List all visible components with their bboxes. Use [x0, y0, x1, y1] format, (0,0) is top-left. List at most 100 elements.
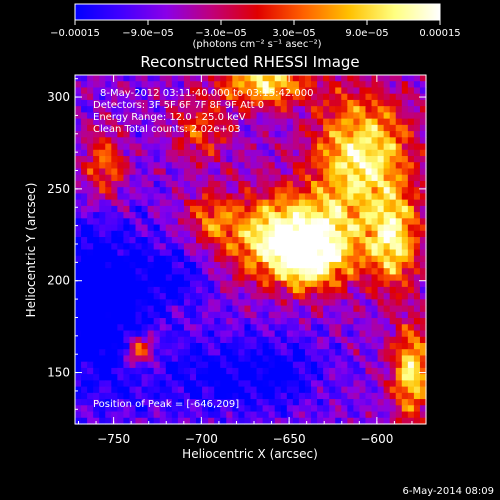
heatmap-cell — [383, 318, 391, 325]
heatmap-cell — [353, 199, 361, 207]
heatmap-cell — [341, 318, 348, 325]
heatmap-cell — [317, 99, 324, 107]
heatmap-cell — [196, 392, 203, 400]
heatmap-cell — [304, 168, 312, 176]
heatmap-cell — [401, 168, 409, 176]
heatmap-cell — [323, 324, 330, 332]
heatmap-cell — [401, 162, 409, 170]
heatmap-cell — [262, 286, 270, 294]
heatmap-cell — [353, 417, 361, 425]
heatmap-cell — [341, 81, 348, 89]
heatmap-cell — [208, 293, 215, 300]
heatmap-cell — [99, 81, 106, 89]
heatmap-cell — [371, 255, 379, 263]
heatmap-cell — [159, 324, 167, 332]
heatmap-cell — [244, 99, 252, 107]
heatmap-cell — [238, 324, 246, 332]
heatmap-cell — [171, 193, 179, 201]
heatmap-cell — [335, 174, 342, 182]
heatmap-cell — [317, 280, 324, 288]
heatmap-cell — [341, 243, 348, 251]
heatmap-cell — [232, 330, 239, 338]
heatmap-cell — [353, 261, 361, 269]
heatmap-cell — [341, 249, 348, 257]
heatmap-cell — [311, 99, 318, 107]
heatmap-cell — [220, 174, 227, 182]
heatmap-cell — [256, 131, 264, 138]
heatmap-cell — [244, 336, 252, 344]
heatmap-cell — [383, 417, 391, 425]
heatmap-cell — [147, 324, 155, 332]
heatmap-cell — [383, 280, 391, 288]
heatmap-cell — [129, 361, 137, 369]
heatmap-cell — [250, 237, 258, 244]
heatmap-cell — [329, 386, 336, 394]
heatmap-cell — [262, 75, 270, 82]
heatmap-cell — [359, 255, 367, 263]
heatmap-cell — [165, 243, 173, 251]
heatmap-cell — [365, 405, 373, 413]
heatmap-cell — [183, 143, 191, 151]
heatmap-cell — [413, 230, 421, 238]
heatmap-cell — [359, 224, 367, 232]
heatmap-cell — [274, 112, 282, 120]
heatmap-cell — [335, 205, 342, 213]
heatmap-cell — [141, 405, 149, 413]
heatmap-cell — [419, 411, 427, 419]
heatmap-cell — [153, 411, 161, 419]
heatmap-cell — [129, 237, 137, 244]
heatmap-cell — [395, 112, 403, 120]
heatmap-cell — [123, 174, 131, 182]
heatmap-cell — [87, 268, 94, 276]
heatmap-cell — [304, 305, 312, 313]
heatmap-cell — [220, 392, 227, 400]
heatmap-cell — [250, 311, 258, 319]
heatmap-cell — [274, 367, 282, 375]
heatmap-cell — [196, 205, 203, 213]
heatmap-cell — [365, 112, 373, 120]
heatmap-cell — [183, 386, 191, 394]
heatmap-cell — [250, 374, 258, 381]
heatmap-cell — [407, 336, 415, 344]
heatmap-cell — [383, 349, 391, 357]
heatmap-cell — [286, 243, 294, 251]
heatmap-cell — [383, 274, 391, 282]
heatmap-cell — [105, 299, 112, 307]
heatmap-cell — [214, 199, 221, 207]
heatmap-cell — [189, 106, 197, 113]
heatmap-cell — [238, 230, 246, 238]
heatmap-cell — [208, 299, 215, 307]
heatmap-cell — [395, 336, 403, 344]
heatmap-cell — [377, 205, 385, 213]
heatmap-cell — [232, 162, 239, 170]
heatmap-cell — [165, 87, 173, 95]
heatmap-cell — [220, 137, 227, 145]
x-axis-label: Heliocentric X (arcsec) — [182, 447, 318, 461]
heatmap-cell — [202, 93, 209, 101]
heatmap-cell — [262, 112, 270, 120]
heatmap-cell — [159, 355, 167, 363]
heatmap-cell — [129, 249, 137, 257]
heatmap-cell — [317, 75, 324, 82]
heatmap-cell — [286, 355, 294, 363]
heatmap-cell — [413, 324, 421, 332]
heatmap-cell — [141, 311, 149, 319]
heatmap-cell — [317, 305, 324, 313]
heatmap-cell — [419, 342, 427, 350]
heatmap-cell — [377, 324, 385, 332]
heatmap-cell — [371, 349, 379, 357]
heatmap-cell — [135, 199, 143, 207]
heatmap-cell — [329, 205, 336, 213]
heatmap-cell — [323, 230, 330, 238]
heatmap-cell — [262, 87, 270, 95]
heatmap-cell — [135, 124, 143, 132]
heatmap-cell — [220, 131, 227, 138]
heatmap-cell — [153, 286, 161, 294]
heatmap-cell — [383, 131, 391, 138]
heatmap-cell — [129, 386, 137, 394]
heatmap-cell — [359, 405, 367, 413]
heatmap-cell — [329, 411, 336, 419]
heatmap-cell — [389, 249, 397, 257]
heatmap-cell — [395, 174, 403, 182]
heatmap-cell — [347, 156, 354, 163]
